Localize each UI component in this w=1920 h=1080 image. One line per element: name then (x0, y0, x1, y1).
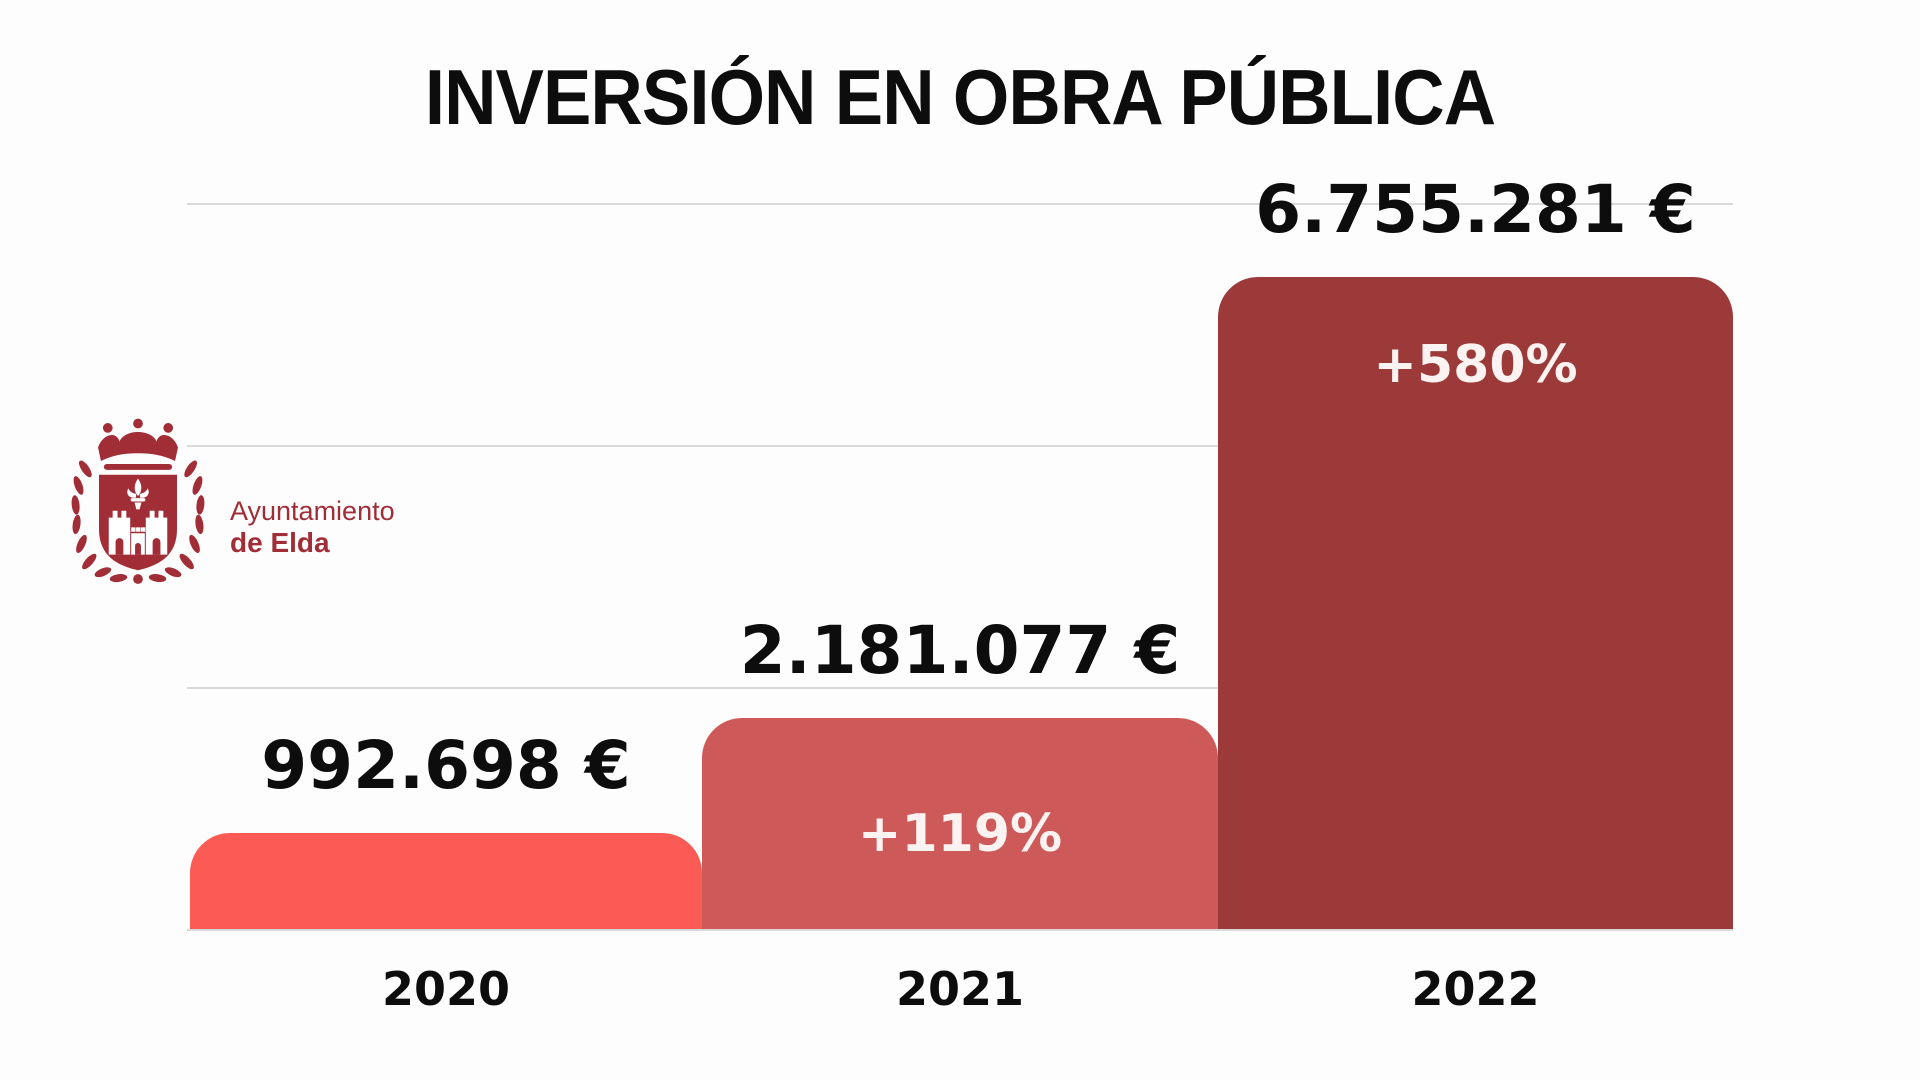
year-label-2022: 2022 (1411, 962, 1540, 1016)
year-label-2021: 2021 (895, 962, 1025, 1016)
logo-text: Ayuntamiento de Elda (230, 496, 395, 559)
value-label-2021: 2.181.077 € (739, 612, 1181, 689)
logo: Ayuntamiento de Elda (60, 418, 395, 586)
logo-org-name: Ayuntamiento (230, 496, 395, 527)
gridline (187, 203, 1733, 205)
growth-label-2021: +119% (857, 804, 1063, 864)
elda-coat-of-arms-icon (71, 418, 205, 584)
year-label-2020: 2020 (381, 962, 511, 1016)
gridline (187, 687, 1733, 689)
growth-label-2022: +580% (1373, 335, 1578, 395)
bar-2021 (702, 718, 1218, 929)
laurel-right (148, 460, 205, 583)
logo-org-city: de Elda (230, 527, 330, 559)
bar-2022 (1218, 277, 1733, 929)
bar-2020 (190, 833, 702, 929)
page-title: INVERSIÓN EN OBRA PÚBLICA (424, 53, 1496, 141)
gridline (187, 445, 1733, 447)
value-label-2022: 6.755.281 € (1255, 171, 1696, 248)
laurel-left (71, 460, 128, 583)
value-label-2020: 992.698 € (261, 727, 631, 804)
gridline (187, 929, 1733, 931)
